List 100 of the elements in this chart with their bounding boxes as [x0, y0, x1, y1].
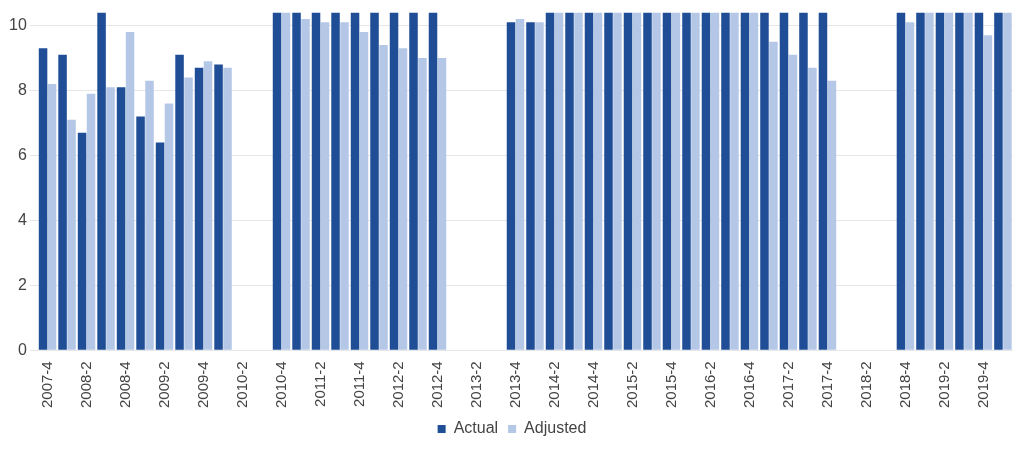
bar — [604, 12, 613, 350]
bar — [535, 22, 544, 350]
bar — [799, 12, 808, 350]
bar — [359, 32, 369, 350]
y-tick-label: 6 — [17, 145, 27, 163]
bar — [320, 22, 330, 350]
x-tick-label: 2012-4 — [427, 361, 445, 409]
bar — [808, 67, 817, 350]
x-tick-label: 2016-4 — [739, 361, 757, 409]
bar — [818, 12, 828, 350]
bar — [671, 12, 681, 350]
bar — [740, 12, 750, 350]
bar — [86, 93, 96, 350]
bar — [593, 12, 603, 350]
x-tick-label: 2019-2 — [934, 361, 952, 409]
bar — [584, 12, 594, 350]
bar — [145, 80, 154, 350]
bar — [779, 12, 789, 350]
bar — [203, 61, 213, 350]
x-tick-label: 2018-4 — [895, 361, 913, 409]
bar — [515, 19, 525, 350]
bar — [184, 77, 193, 350]
bar — [311, 12, 321, 350]
bar — [662, 12, 672, 350]
bar — [574, 12, 583, 350]
bar — [409, 12, 418, 350]
x-tick-label: 2017-4 — [817, 361, 835, 409]
bar — [379, 45, 388, 350]
bar — [935, 12, 945, 350]
bar — [905, 22, 915, 350]
bar — [136, 116, 145, 350]
bar — [554, 12, 564, 350]
bar — [272, 12, 282, 350]
bar — [643, 12, 652, 350]
bar — [331, 12, 340, 350]
bar — [350, 12, 360, 350]
bar — [916, 12, 925, 350]
bar — [389, 12, 399, 350]
bar — [340, 22, 349, 350]
bar — [760, 12, 769, 350]
bar — [964, 12, 973, 350]
bar — [925, 12, 934, 350]
bar — [565, 12, 574, 350]
bar — [398, 48, 408, 350]
bar — [691, 12, 700, 350]
bar — [38, 48, 48, 350]
bar — [437, 58, 447, 350]
bar — [155, 142, 165, 350]
bar — [701, 12, 711, 350]
bar — [58, 54, 67, 350]
bar — [281, 12, 291, 350]
bar — [974, 12, 984, 350]
bar — [125, 32, 135, 350]
x-tick-label: 2014-4 — [583, 361, 601, 409]
x-tick-label: 2018-2 — [856, 361, 874, 409]
bar — [77, 132, 87, 350]
bar — [47, 84, 57, 350]
x-tick-label: 2013-2 — [466, 361, 484, 409]
x-tick-label: 2007-4 — [37, 361, 55, 409]
x-tick-label: 2008-4 — [115, 361, 133, 409]
bar — [944, 12, 954, 350]
x-tick-label: 2015-4 — [661, 361, 679, 409]
x-tick-label: 2010-2 — [232, 361, 250, 409]
x-tick-label: 2011-4 — [349, 361, 367, 407]
bar — [730, 12, 739, 350]
bar — [896, 12, 906, 350]
x-tick-label: 2019-4 — [973, 361, 991, 409]
bar — [545, 12, 555, 350]
bar — [526, 22, 535, 350]
bar — [301, 19, 310, 350]
y-tick-label: 10 — [9, 15, 27, 33]
bar — [223, 67, 232, 350]
bar — [292, 12, 301, 350]
bar — [788, 54, 798, 350]
bar — [682, 12, 691, 350]
x-tick-label: 2015-2 — [622, 361, 640, 409]
bar — [1003, 12, 1012, 350]
bar — [710, 12, 720, 350]
x-tick-label: 2010-4 — [271, 361, 289, 409]
bar — [506, 22, 516, 350]
bar — [955, 12, 964, 350]
bar — [827, 80, 837, 350]
legend-label: Actual — [453, 419, 499, 437]
bar — [983, 35, 993, 350]
x-tick-label: 2011-2 — [310, 361, 328, 407]
bar — [370, 12, 379, 350]
y-tick-label: 4 — [17, 210, 27, 228]
bar — [175, 54, 184, 350]
x-tick-label: 2013-4 — [505, 361, 523, 409]
bar — [67, 119, 76, 350]
bar — [994, 12, 1003, 350]
bar — [97, 12, 106, 350]
bar — [632, 12, 642, 350]
x-tick-label: 2012-2 — [388, 361, 406, 409]
bar — [623, 12, 633, 350]
bar — [652, 12, 661, 350]
x-tick-label: 2008-2 — [76, 361, 94, 409]
x-tick-label: 2017-2 — [778, 361, 796, 409]
y-tick-label: 2 — [17, 275, 27, 293]
bar — [164, 103, 174, 350]
